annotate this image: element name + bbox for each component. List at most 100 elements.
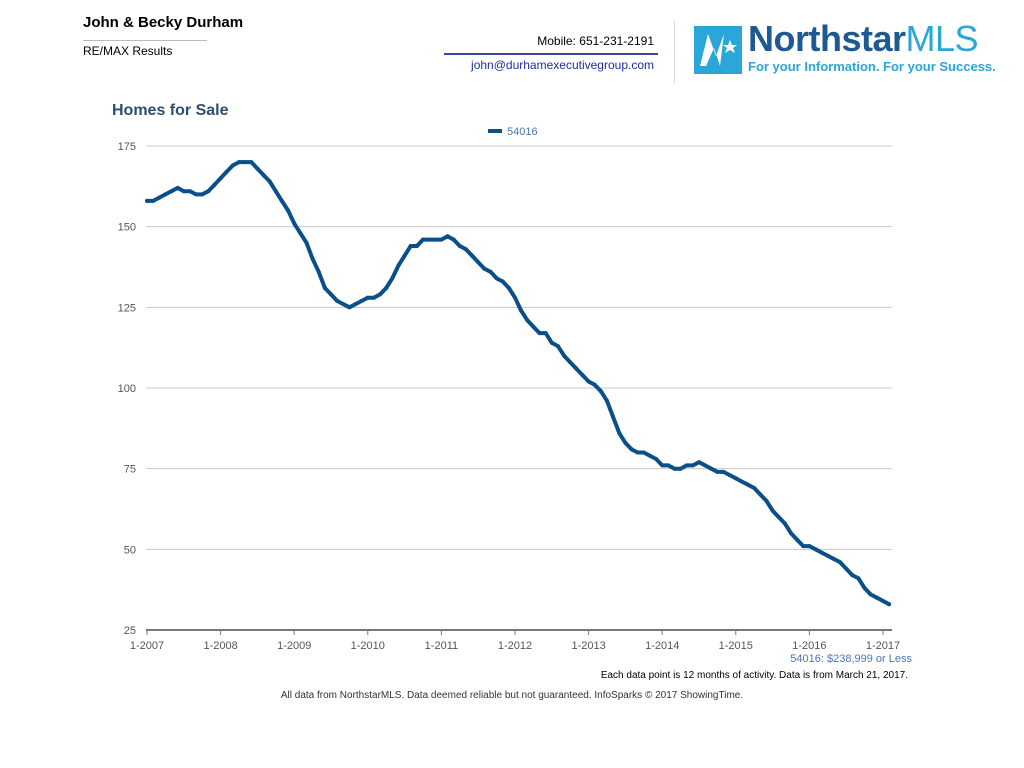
data-point: [666, 463, 671, 468]
x-tick-label: 1-2011: [425, 640, 458, 652]
data-point: [672, 466, 677, 471]
contact-divider: [444, 53, 658, 55]
data-point: [703, 463, 708, 468]
data-point: [586, 379, 591, 384]
data-point: [752, 486, 757, 490]
x-tick-label: 1-2014: [645, 640, 679, 652]
data-point: [782, 521, 787, 526]
logo-name-suffix: MLS: [905, 18, 979, 59]
data-point: [224, 169, 229, 174]
data-point: [850, 573, 855, 578]
logo-name-main: Northstar: [748, 18, 906, 59]
data-point: [157, 195, 162, 200]
data-point: [746, 482, 751, 487]
data-point: [329, 292, 333, 297]
y-tick-label: 150: [118, 222, 136, 234]
data-point: [654, 457, 659, 461]
data-point: [194, 192, 199, 197]
data-point: [856, 576, 861, 581]
data-point: [237, 160, 241, 165]
data-point: [427, 237, 432, 242]
northstar-logo-icon: [694, 26, 742, 74]
header-divider: [674, 20, 675, 84]
data-point: [421, 237, 425, 242]
agent-mobile: Mobile: 651-231-2191: [537, 34, 654, 48]
data-point: [414, 244, 419, 248]
y-tick-label: 25: [124, 625, 136, 637]
data-point: [359, 298, 364, 303]
data-point: [390, 276, 395, 281]
x-tick-label: 1-2010: [351, 640, 385, 652]
data-point: [721, 469, 726, 474]
logo-wordmark: NorthstarMLS: [748, 18, 979, 60]
data-point: [163, 192, 168, 197]
data-point: [267, 179, 272, 184]
data-point: [378, 292, 383, 297]
chart-footnote: Each data point is 12 months of activity…: [600, 670, 908, 681]
data-point: [825, 553, 830, 558]
data-point: [273, 189, 278, 194]
data-point: [678, 466, 683, 471]
data-point: [494, 276, 499, 281]
data-point: [684, 463, 689, 468]
agent-email[interactable]: john@durhamexecutivegroup.com: [471, 58, 654, 72]
data-point: [715, 469, 720, 474]
data-point: [617, 431, 622, 436]
data-point: [525, 318, 530, 323]
data-point: [758, 492, 763, 497]
data-point: [819, 550, 824, 555]
series-line-54016: [145, 160, 892, 607]
data-point: [635, 450, 640, 455]
data-point: [795, 537, 800, 542]
y-tick-label: 50: [124, 544, 136, 556]
x-tick-label: 1-2008: [203, 640, 237, 652]
data-point: [611, 415, 616, 419]
data-point: [727, 473, 732, 478]
data-point: [341, 302, 346, 307]
data-point: [200, 192, 205, 197]
data-point: [519, 308, 524, 313]
data-point: [690, 463, 695, 468]
data-point: [445, 234, 450, 239]
data-point: [451, 237, 456, 242]
disclaimer: All data from NorthstarMLS. Data deemed …: [280, 690, 744, 701]
x-tick-label: 1-2012: [498, 640, 532, 652]
data-point: [697, 460, 701, 465]
data-point: [660, 463, 665, 468]
data-point: [181, 189, 186, 194]
data-point: [322, 286, 327, 290]
chart-title: Homes for Sale: [112, 102, 229, 119]
data-point: [243, 160, 248, 165]
data-point: [568, 360, 573, 365]
data-point: [187, 189, 192, 194]
logo-tagline: For your Information. For your Success.: [748, 59, 996, 74]
data-point: [347, 305, 352, 310]
data-point: [488, 269, 493, 274]
data-point: [316, 269, 321, 274]
data-point: [562, 353, 567, 358]
data-point: [831, 557, 836, 561]
data-point: [513, 295, 517, 300]
data-point: [408, 244, 413, 248]
data-point: [175, 185, 180, 190]
data-point: [592, 382, 597, 387]
data-point: [862, 586, 867, 591]
data-point: [261, 173, 266, 177]
data-point: [310, 256, 315, 261]
data-point: [371, 295, 376, 300]
x-tick-label: 1-2016: [792, 640, 826, 652]
data-point: [298, 231, 303, 236]
data-point: [457, 244, 462, 248]
data-point: [813, 547, 818, 552]
x-tick-label: 1-2015: [719, 640, 753, 652]
data-point: [549, 340, 554, 345]
y-tick-label: 125: [118, 302, 136, 314]
data-point: [733, 476, 738, 481]
data-point: [500, 279, 505, 284]
data-point: [304, 240, 309, 245]
data-point: [470, 253, 475, 258]
data-point: [396, 263, 401, 268]
data-point: [206, 189, 211, 194]
data-point: [218, 176, 223, 181]
data-point: [279, 198, 284, 203]
